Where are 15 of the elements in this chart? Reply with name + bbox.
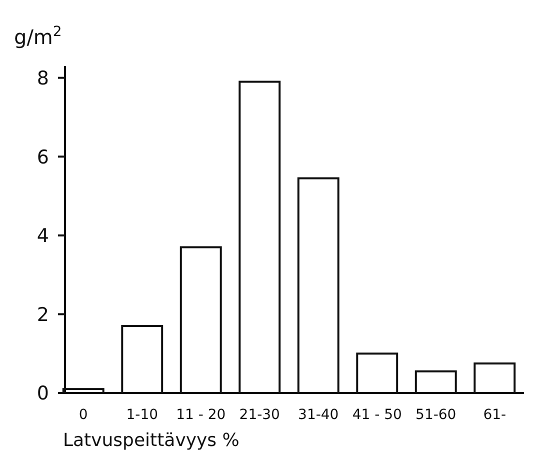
y-tick-label: 0 — [36, 382, 49, 405]
x-tick-label: 0 — [78, 407, 88, 423]
x-tick-label: 51-60 — [416, 407, 456, 423]
y-tick-label: 8 — [36, 67, 49, 90]
x-tick-label: 11 - 20 — [176, 407, 226, 423]
y-axis-title: g/m$^{2}$ — [14, 24, 62, 49]
y-tick-label: 6 — [36, 146, 49, 168]
y-tick-label: 2 — [36, 304, 49, 326]
y-tick-label: 4 — [36, 225, 49, 248]
x-tick-label: 41 - 50 — [352, 407, 402, 423]
x-tick-label: 1-10 — [126, 407, 158, 423]
x-axis-title: Latvuspeittävyys % — [63, 430, 240, 451]
x-tick-label: 31-40 — [298, 407, 339, 423]
x-tick-label: 21-30 — [239, 407, 280, 423]
x-tick-label: 61- — [483, 407, 506, 423]
